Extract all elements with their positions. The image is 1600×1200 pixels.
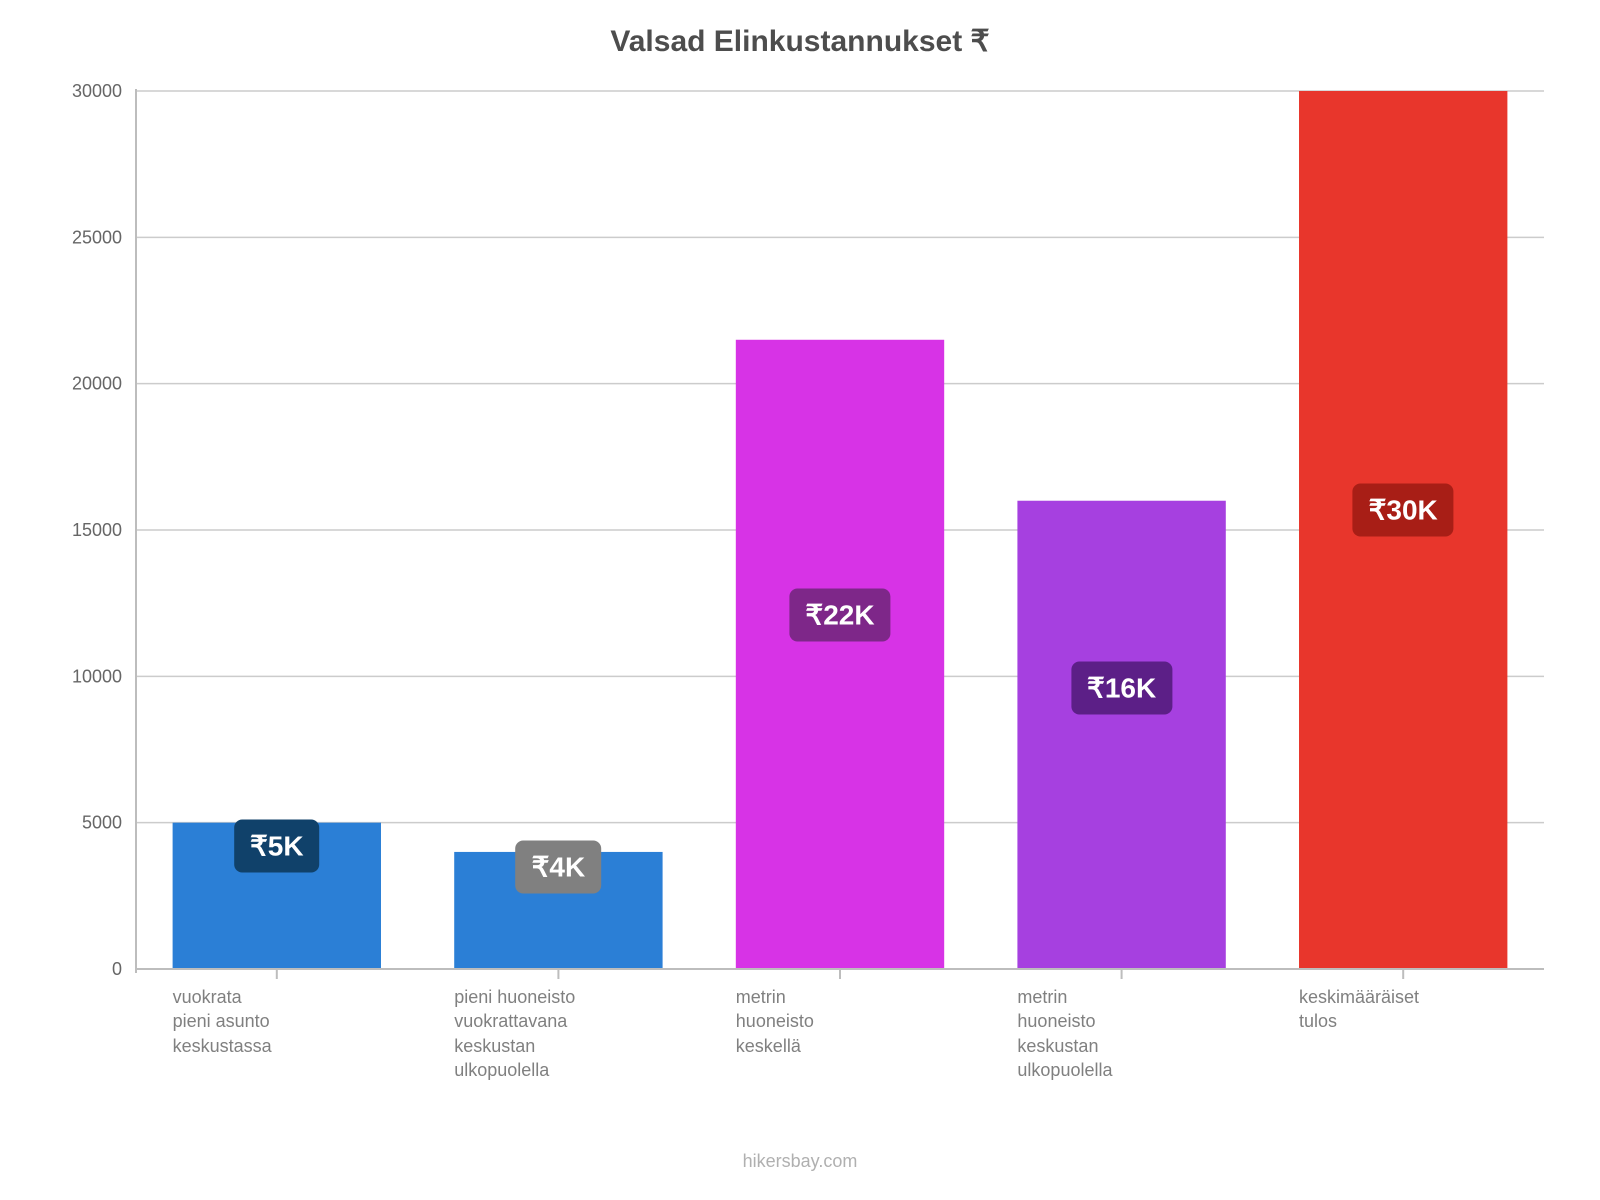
attribution-text: hikersbay.com [0,1151,1600,1172]
value-badge: ₹16K [1071,662,1172,715]
x-axis-label: vuokrata pieni asunto keskustassa [173,985,411,1058]
x-axis-label: keskimääräiset tulos [1299,985,1537,1034]
svg-text:10000: 10000 [72,666,122,686]
bar [736,340,944,969]
x-axis-label: metrin huoneisto keskellä [736,985,974,1058]
value-badge: ₹5K [234,820,320,873]
svg-text:5000: 5000 [82,813,122,833]
chart-wrap: 0 5000 10000 15000 20000 25000 30000 ₹5K ₹4K ₹22… [36,69,1564,989]
svg-text:25000: 25000 [72,227,122,247]
value-badge: ₹22K [789,588,890,641]
svg-text:15000: 15000 [72,520,122,540]
chart-title: Valsad Elinkustannukset ₹ [0,24,1600,59]
value-badge: ₹4K [516,840,602,893]
svg-text:30000: 30000 [72,81,122,101]
svg-text:0: 0 [112,959,122,979]
value-badge: ₹30K [1353,483,1454,536]
x-axis-label: pieni huoneisto vuokrattavana keskustan … [454,985,692,1082]
bar [1017,501,1225,969]
chart-container: Valsad Elinkustannukset ₹ 0 5000 10000 1500… [0,0,1600,1200]
x-axis-label: metrin huoneisto keskustan ulkopuolella [1017,985,1255,1082]
svg-text:20000: 20000 [72,374,122,394]
